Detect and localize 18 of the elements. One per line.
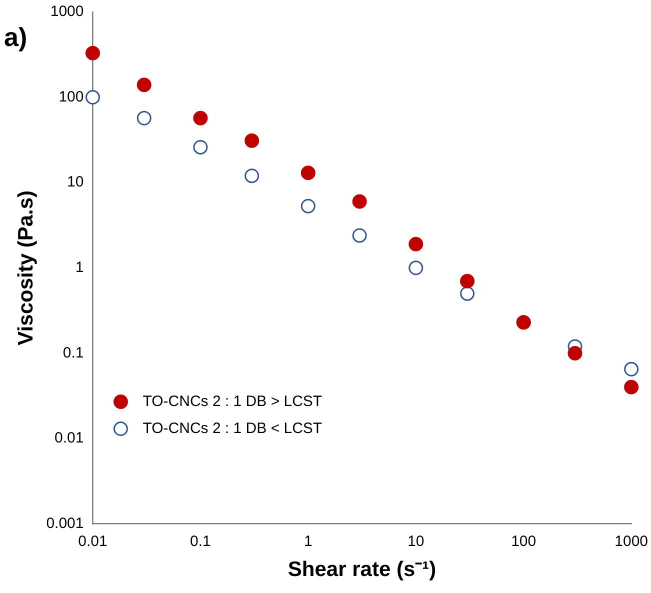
y-tick-label: 0.1 — [62, 344, 84, 362]
x-tick-label: 1 — [304, 532, 312, 550]
y-tick-label: 0.01 — [54, 430, 84, 447]
y-tick-label: 1 — [75, 259, 84, 276]
y-axis-title: Viscosity (Pa.s) — [14, 190, 38, 346]
y-tick-label: 10 — [67, 174, 84, 191]
x-tick-label: 0.1 — [190, 532, 211, 550]
y-tick-label: 1000 — [50, 3, 84, 20]
legend-label: TO-CNCs 2 : 1 DB < LCST — [142, 420, 322, 437]
text: a) — [4, 22, 28, 52]
x-tick-label: 1000 — [614, 532, 648, 550]
x-tick-label: 100 — [511, 532, 536, 550]
x-tick-label: 0.01 — [78, 532, 108, 550]
y-tick-label: 0.001 — [46, 514, 84, 532]
legend-label: TO-CNCs 2 : 1 DB > LCST — [142, 392, 322, 410]
x-axis-title: Shear rate (s⁻¹) — [288, 558, 436, 582]
y-tick-label: 100 — [58, 88, 84, 106]
x-tick-label: 10 — [408, 532, 424, 550]
